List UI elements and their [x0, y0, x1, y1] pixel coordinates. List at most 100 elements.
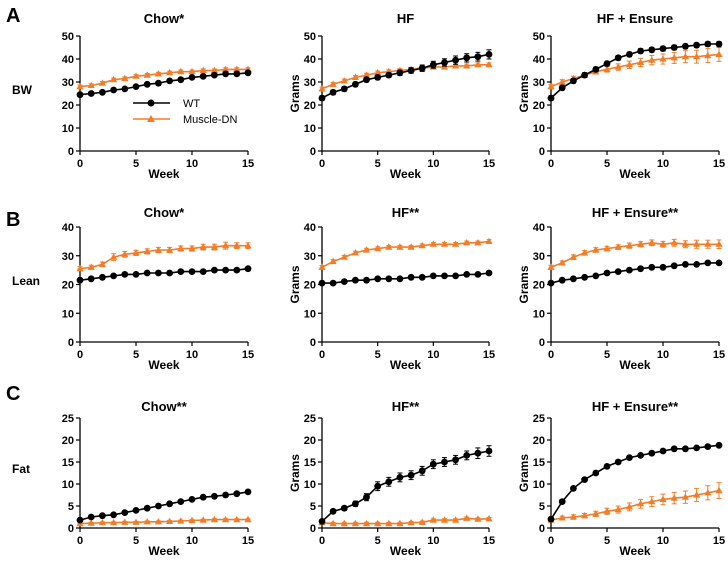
data-point-wt [121, 85, 129, 93]
x-tick-label: 15 [713, 535, 725, 547]
data-point-wt [418, 64, 426, 72]
data-point-wt [626, 266, 633, 274]
x-axis-label: Week [148, 167, 179, 181]
data-point-wt [558, 84, 566, 92]
data-point-wt [385, 275, 393, 283]
data-point-dn [485, 237, 493, 244]
data-point-wt [233, 70, 241, 78]
x-tick-label: 10 [186, 158, 198, 170]
x-tick-label: 15 [713, 158, 725, 170]
x-tick-label: 5 [604, 349, 610, 361]
data-point-wt [637, 265, 644, 273]
data-point-wt [614, 458, 622, 466]
data-point-wt [463, 54, 471, 62]
data-point-wt [452, 272, 459, 280]
x-tick-label: 0 [319, 349, 325, 361]
data-point-dn [704, 51, 712, 59]
data-point-wt [329, 279, 337, 287]
data-point-wt [570, 275, 577, 283]
data-point-dn [199, 516, 207, 523]
data-point-wt [441, 272, 448, 280]
data-point-dn [340, 253, 348, 260]
data-point-wt [340, 504, 348, 512]
y-tick-label: 15 [533, 457, 545, 469]
row-label-fat: Fat [12, 462, 30, 476]
data-point-dn [210, 66, 218, 74]
data-point-dn [110, 253, 118, 260]
data-point-wt [547, 279, 555, 287]
data-point-wt [485, 269, 493, 277]
data-point-dn [188, 244, 196, 252]
y-tick-label: 10 [533, 308, 545, 320]
x-tick-label: 10 [657, 349, 669, 361]
data-point-dn [329, 519, 337, 527]
data-point-dn [581, 511, 589, 519]
x-tick-label: 0 [77, 158, 83, 170]
series-line-wt [79, 491, 249, 521]
x-tick-label: 15 [483, 158, 495, 170]
data-point-wt [87, 513, 95, 521]
series-line-dn [550, 241, 719, 269]
data-point-dn [659, 240, 667, 247]
data-point-dn [143, 518, 151, 525]
x-axis-label: Week [390, 358, 421, 372]
panel-title: HF [397, 11, 414, 26]
data-point-dn [244, 241, 252, 249]
x-tick-label: 10 [427, 349, 439, 361]
row-label-bw: BW [12, 83, 33, 97]
data-point-wt [396, 474, 404, 481]
data-point-wt [110, 272, 117, 280]
data-point-wt [244, 265, 252, 273]
data-point-wt [682, 42, 689, 50]
data-point-wt [441, 59, 448, 66]
data-point-wt [547, 515, 555, 523]
y-axis-label: Grams [288, 454, 302, 492]
data-point-wt [211, 71, 218, 79]
data-point-dn [351, 249, 359, 256]
data-point-dn [704, 489, 712, 496]
y-tick-label: 5 [539, 501, 545, 513]
y-tick-label: 10 [304, 479, 316, 491]
data-point-wt [211, 492, 218, 500]
data-point-wt [177, 268, 185, 275]
y-tick-label: 20 [62, 100, 74, 112]
data-point-dn [110, 75, 118, 83]
data-point-dn [76, 264, 84, 272]
data-point-wt [340, 85, 348, 93]
data-point-dn [340, 77, 348, 84]
data-point-wt [704, 443, 712, 450]
data-point-wt [374, 275, 382, 283]
y-tick-label: 50 [533, 31, 545, 43]
x-tick-label: 5 [133, 158, 139, 170]
data-point-wt [318, 518, 326, 525]
data-point-wt [463, 271, 471, 278]
y-tick-label: 40 [533, 54, 545, 66]
data-point-dn [177, 67, 185, 75]
x-tick-label: 10 [657, 535, 669, 547]
data-point-wt [558, 276, 566, 284]
series-line-dn [79, 518, 248, 525]
series-line-wt [550, 43, 719, 99]
data-point-dn [547, 263, 555, 270]
data-point-wt [637, 452, 644, 459]
x-tick-label: 0 [319, 535, 325, 547]
data-point-dn [222, 65, 230, 72]
data-point-dn [244, 515, 252, 523]
data-point-dn [166, 517, 174, 524]
series-line-wt [550, 444, 720, 520]
y-tick-label: 30 [533, 77, 545, 89]
data-point-dn [592, 246, 600, 253]
data-point-dn [625, 503, 633, 510]
data-point-wt [352, 276, 359, 284]
data-point-wt [407, 471, 415, 479]
data-point-wt [474, 53, 482, 61]
data-point-wt [603, 269, 611, 277]
data-point-dn [693, 491, 701, 498]
series-line-dn [550, 53, 720, 88]
data-point-wt [166, 269, 174, 277]
data-point-dn [177, 244, 185, 252]
data-point-wt [132, 271, 140, 278]
y-tick-label: 10 [304, 123, 316, 135]
y-tick-label: 0 [310, 146, 316, 158]
data-point-dn [637, 500, 645, 507]
